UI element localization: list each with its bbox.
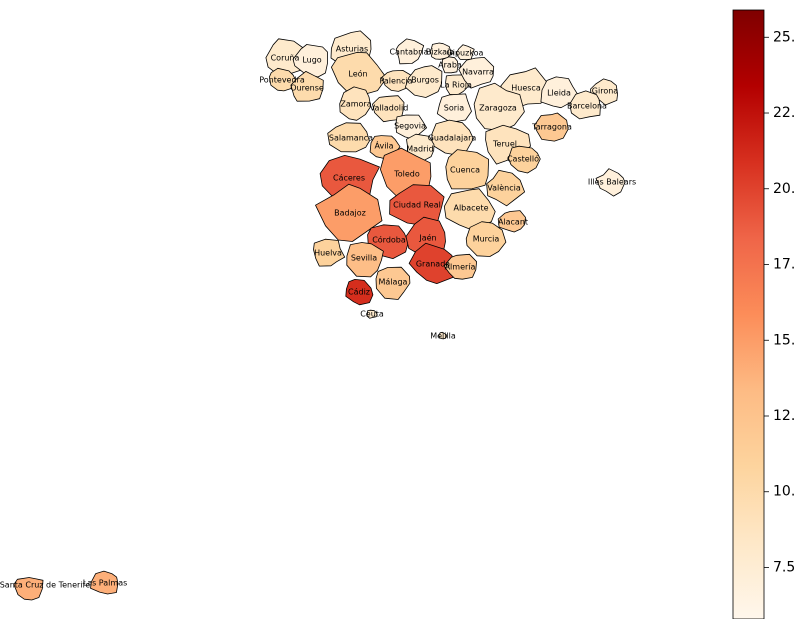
province-label: Ourense (290, 84, 324, 93)
province-label: Granada (416, 260, 450, 269)
province (327, 122, 370, 153)
province-label: Málaga (379, 278, 408, 287)
province (438, 331, 448, 340)
colorbar-tick-label: 12. (773, 408, 795, 424)
province (292, 44, 328, 78)
province-label: Girona (592, 87, 619, 96)
province-label: Albacete (453, 204, 488, 213)
province (313, 238, 346, 267)
province (445, 149, 490, 190)
province-label: Segovia (394, 122, 426, 131)
province-label: Ciudad Real (393, 201, 441, 210)
province-label: Teruel (492, 140, 517, 149)
province (339, 86, 372, 121)
province-label: Gipuzkoa (447, 49, 484, 58)
province-label: Pontevedra (259, 76, 305, 85)
province (90, 570, 119, 595)
province (404, 65, 443, 98)
province (465, 221, 507, 257)
province (268, 67, 297, 92)
province-label: Cádiz (348, 288, 370, 297)
province-label: Córdoba (372, 235, 406, 245)
province (533, 112, 569, 142)
province-label: Cantabria (389, 48, 428, 57)
province (315, 183, 383, 242)
province-label: Palencia (379, 77, 412, 86)
province (408, 242, 455, 285)
colorbar-tick-label: 10. (773, 484, 795, 500)
province (508, 145, 541, 174)
province-label: Asturias (336, 45, 368, 54)
province-label: Illes Balears (588, 178, 636, 187)
province (380, 70, 412, 92)
province (486, 169, 525, 207)
province (595, 168, 626, 197)
province-label: Valladolid (370, 104, 409, 113)
province (497, 210, 526, 233)
colorbar-tick-label: 7.5 (773, 559, 795, 575)
province-label: Soria (444, 104, 464, 113)
province-label: Badajoz (334, 209, 366, 218)
province-label: Ceuta (360, 310, 384, 319)
province-label: Coruña (271, 54, 300, 63)
province-label: Lleida (547, 89, 571, 98)
province-label: Huelva (314, 249, 342, 258)
province-label: València (487, 183, 521, 193)
province-label: Lugo (302, 56, 321, 65)
province-label: Las Palmas (83, 579, 128, 588)
province-label: Almería (445, 263, 476, 272)
province (458, 57, 495, 89)
province-label: Sevilla (351, 254, 377, 263)
province-label: Alacant (498, 218, 528, 227)
province-label: Bizkaia (426, 48, 455, 57)
province-label: Cáceres (333, 174, 365, 183)
province-label: Jaén (418, 233, 436, 243)
colorbar (732, 9, 765, 619)
province-label: Huesca (511, 84, 541, 93)
province-label: Tarragona (531, 123, 572, 132)
province-label: Navarra (462, 68, 494, 77)
province (540, 76, 579, 109)
province-label: Cuenca (450, 166, 480, 175)
province-label: Murcia (473, 235, 500, 244)
province (375, 266, 411, 300)
province (345, 278, 374, 306)
province-label: Guadalajara (428, 134, 477, 143)
province-label: Melilla (430, 332, 456, 341)
province-label: Zamora (340, 100, 371, 109)
province (366, 309, 378, 319)
province-label: Araba (438, 61, 462, 70)
province (13, 577, 44, 601)
province (290, 71, 324, 102)
colorbar-tick-label: 15. (773, 332, 795, 348)
province (346, 242, 384, 278)
province-label: Burgos (411, 76, 439, 85)
province-label: Zaragoza (479, 104, 517, 113)
colorbar-tick-label: 17. (773, 257, 795, 273)
province-label: La Rioja (440, 81, 472, 90)
colorbar-tick-label: 25. (773, 29, 795, 45)
province-label: Barcelona (567, 102, 607, 111)
province-label: Madrid (406, 145, 433, 154)
province (430, 42, 452, 60)
colorbar-tick-label: 20. (773, 181, 795, 197)
province (441, 56, 459, 74)
province-label: Toledo (393, 170, 420, 179)
province (395, 38, 425, 65)
province (436, 93, 472, 122)
colorbar-tick-label: 22. (773, 105, 795, 121)
province-label: Castelló (507, 154, 539, 164)
province-label: Salamanca (329, 134, 373, 143)
province (372, 95, 405, 123)
province (569, 90, 601, 120)
province (443, 253, 478, 280)
province-label: León (348, 69, 367, 79)
province-label: Ávila (374, 140, 393, 151)
province-label: Santa Cruz de Tenerife (0, 581, 90, 590)
